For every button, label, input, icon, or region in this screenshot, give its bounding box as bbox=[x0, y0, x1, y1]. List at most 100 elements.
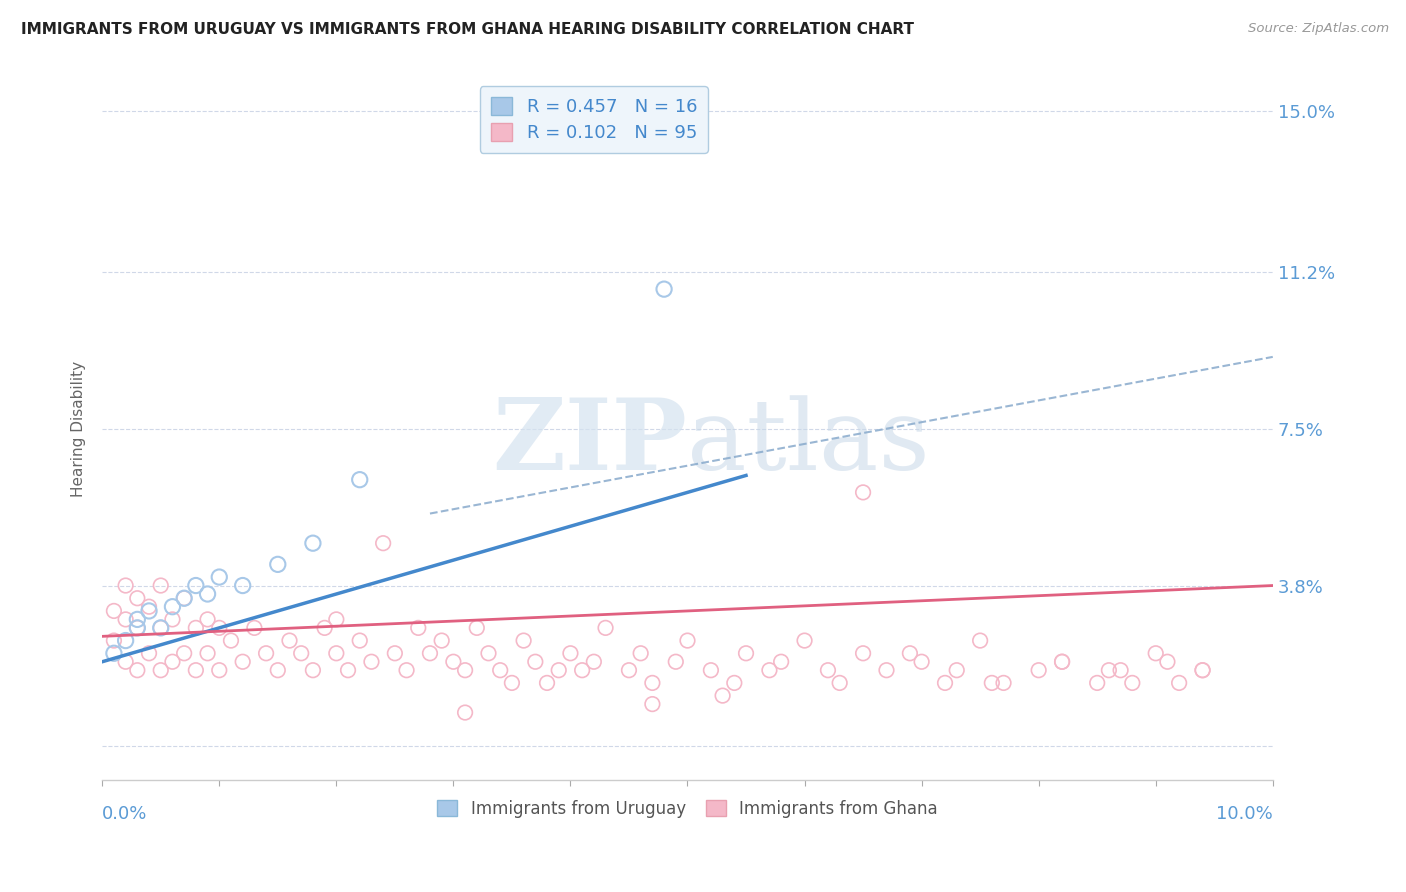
Point bbox=[149, 578, 172, 592]
Point bbox=[325, 612, 347, 626]
Point bbox=[595, 621, 617, 635]
Point bbox=[197, 587, 219, 601]
Point bbox=[219, 633, 242, 648]
Point bbox=[441, 655, 464, 669]
Point bbox=[162, 599, 184, 614]
Point bbox=[138, 599, 160, 614]
Point bbox=[232, 655, 254, 669]
Point bbox=[454, 663, 477, 677]
Point bbox=[945, 663, 967, 677]
Point bbox=[828, 676, 851, 690]
Point bbox=[617, 663, 640, 677]
Point bbox=[419, 646, 441, 660]
Point bbox=[290, 646, 312, 660]
Point bbox=[114, 633, 136, 648]
Point bbox=[173, 591, 195, 606]
Point bbox=[676, 633, 699, 648]
Point bbox=[536, 676, 558, 690]
Point bbox=[910, 655, 932, 669]
Point bbox=[127, 621, 149, 635]
Point bbox=[652, 282, 675, 296]
Legend: Immigrants from Uruguay, Immigrants from Ghana: Immigrants from Uruguay, Immigrants from… bbox=[430, 793, 945, 825]
Point bbox=[723, 676, 745, 690]
Point bbox=[162, 612, 184, 626]
Point bbox=[1085, 676, 1108, 690]
Point bbox=[793, 633, 815, 648]
Point bbox=[232, 578, 254, 592]
Point bbox=[852, 646, 875, 660]
Point bbox=[770, 655, 793, 669]
Point bbox=[465, 621, 488, 635]
Point bbox=[898, 646, 921, 660]
Point bbox=[314, 621, 336, 635]
Point bbox=[103, 646, 125, 660]
Point bbox=[852, 485, 875, 500]
Point bbox=[430, 633, 453, 648]
Point bbox=[138, 646, 160, 660]
Point bbox=[360, 655, 382, 669]
Point bbox=[114, 578, 136, 592]
Point bbox=[934, 676, 956, 690]
Point bbox=[349, 473, 371, 487]
Point bbox=[817, 663, 839, 677]
Point bbox=[876, 663, 898, 677]
Point bbox=[665, 655, 688, 669]
Point bbox=[1109, 663, 1132, 677]
Point bbox=[208, 570, 231, 584]
Point bbox=[184, 663, 207, 677]
Point bbox=[1144, 646, 1167, 660]
Point bbox=[243, 621, 266, 635]
Point bbox=[149, 621, 172, 635]
Text: IMMIGRANTS FROM URUGUAY VS IMMIGRANTS FROM GHANA HEARING DISABILITY CORRELATION : IMMIGRANTS FROM URUGUAY VS IMMIGRANTS FR… bbox=[21, 22, 914, 37]
Point bbox=[477, 646, 499, 660]
Point bbox=[173, 646, 195, 660]
Point bbox=[582, 655, 605, 669]
Point bbox=[197, 646, 219, 660]
Point bbox=[571, 663, 593, 677]
Point bbox=[641, 697, 664, 711]
Point bbox=[395, 663, 418, 677]
Point bbox=[641, 676, 664, 690]
Point bbox=[197, 612, 219, 626]
Point bbox=[138, 604, 160, 618]
Point bbox=[349, 633, 371, 648]
Point bbox=[512, 633, 534, 648]
Point bbox=[127, 612, 149, 626]
Point bbox=[1121, 676, 1143, 690]
Point bbox=[1156, 655, 1178, 669]
Point bbox=[302, 536, 325, 550]
Point bbox=[254, 646, 277, 660]
Point bbox=[1028, 663, 1050, 677]
Point bbox=[302, 663, 325, 677]
Point bbox=[758, 663, 780, 677]
Point bbox=[384, 646, 406, 660]
Point bbox=[278, 633, 301, 648]
Text: 0.0%: 0.0% bbox=[103, 805, 148, 823]
Point bbox=[1191, 663, 1213, 677]
Point bbox=[184, 578, 207, 592]
Point bbox=[454, 706, 477, 720]
Point bbox=[980, 676, 1002, 690]
Text: ZIP: ZIP bbox=[492, 394, 688, 491]
Point bbox=[114, 655, 136, 669]
Point bbox=[630, 646, 652, 660]
Point bbox=[127, 591, 149, 606]
Point bbox=[103, 604, 125, 618]
Point bbox=[1168, 676, 1191, 690]
Point bbox=[149, 663, 172, 677]
Point bbox=[711, 689, 734, 703]
Point bbox=[547, 663, 569, 677]
Text: atlas: atlas bbox=[688, 395, 931, 491]
Point bbox=[735, 646, 758, 660]
Point bbox=[162, 655, 184, 669]
Text: Source: ZipAtlas.com: Source: ZipAtlas.com bbox=[1249, 22, 1389, 36]
Y-axis label: Hearing Disability: Hearing Disability bbox=[72, 360, 86, 497]
Point bbox=[325, 646, 347, 660]
Point bbox=[103, 633, 125, 648]
Point bbox=[173, 591, 195, 606]
Point bbox=[114, 612, 136, 626]
Point bbox=[267, 663, 290, 677]
Point bbox=[373, 536, 395, 550]
Point bbox=[1050, 655, 1073, 669]
Point bbox=[560, 646, 582, 660]
